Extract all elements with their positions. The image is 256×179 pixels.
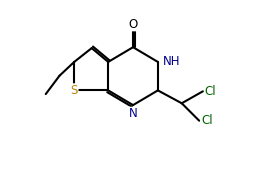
Text: S: S [71, 84, 78, 97]
Text: N: N [129, 107, 137, 120]
Text: Cl: Cl [205, 85, 216, 98]
Text: Cl: Cl [201, 114, 213, 127]
Text: NH: NH [163, 55, 180, 68]
Text: O: O [129, 18, 138, 31]
